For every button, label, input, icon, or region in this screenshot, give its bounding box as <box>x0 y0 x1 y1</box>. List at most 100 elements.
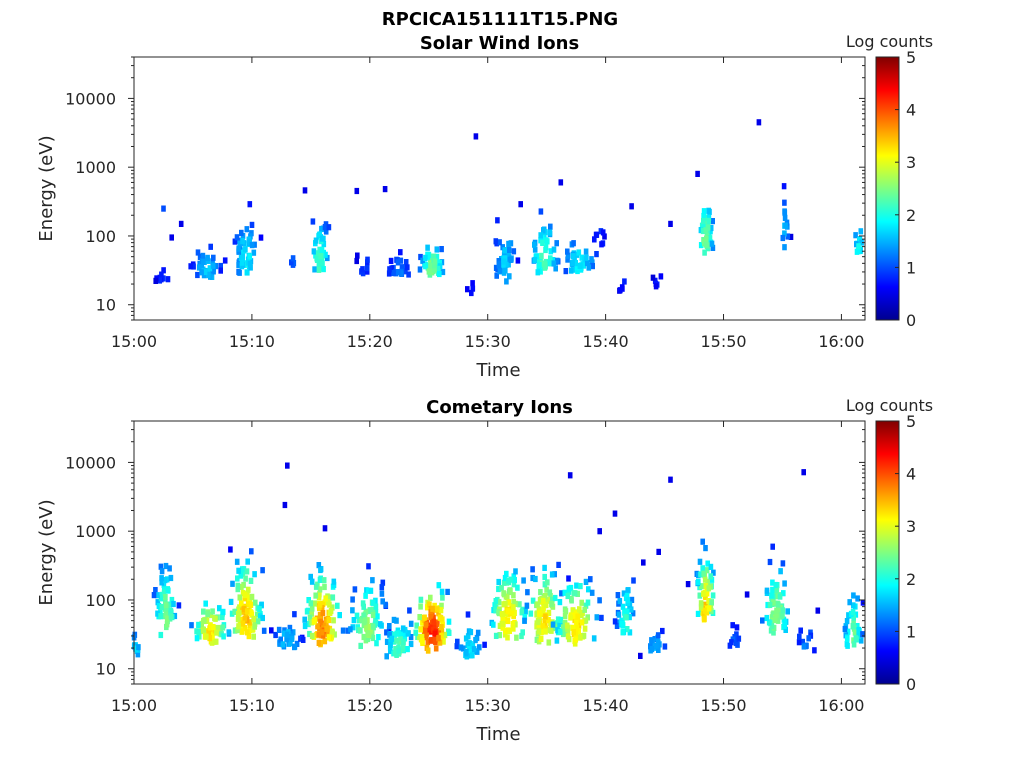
heatmap-cell <box>234 234 240 241</box>
heatmap-cell <box>232 238 238 245</box>
x-tick-label: 16:00 <box>818 332 864 351</box>
heatmap-cell <box>159 579 164 586</box>
heatmap-cell <box>330 628 335 635</box>
heatmap-cell <box>571 629 576 636</box>
heatmap-cell <box>201 608 206 615</box>
heatmap-cell <box>697 592 703 599</box>
heatmap-cell <box>235 582 241 589</box>
heatmap-cell <box>467 640 472 647</box>
heatmap-cell <box>845 628 851 635</box>
heatmap-cell <box>394 617 399 624</box>
heatmap-cell <box>576 249 582 256</box>
heatmap-cell <box>589 589 595 596</box>
heatmap-cell <box>842 625 848 633</box>
heatmap-cell <box>496 262 502 269</box>
heatmap-cell <box>574 582 579 589</box>
heatmap-cell <box>440 268 446 276</box>
heatmap-cell <box>200 252 206 259</box>
heatmap-cell <box>594 251 599 258</box>
heatmap-cell <box>856 248 861 255</box>
heatmap-cell <box>771 629 776 636</box>
heatmap-cell <box>418 253 423 261</box>
heatmap-cell <box>530 597 536 604</box>
heatmap-cell <box>321 577 327 584</box>
heatmap-cell <box>783 626 788 633</box>
heatmap-cell <box>211 266 216 273</box>
heatmap-cell <box>598 228 604 235</box>
heatmap-cell <box>574 619 579 626</box>
heatmap-cell <box>439 628 445 635</box>
heatmap-cell <box>547 589 553 596</box>
heatmap-cell <box>537 614 542 621</box>
heatmap-cell <box>239 600 244 607</box>
heatmap-cell <box>551 246 557 253</box>
heatmap-cell <box>437 639 443 646</box>
heatmap-cell <box>292 611 297 618</box>
heatmap-cell <box>851 623 856 630</box>
heatmap-cell <box>785 608 790 615</box>
heatmap-cell <box>621 590 627 597</box>
heatmap-cell <box>782 580 787 587</box>
heatmap-cell <box>235 575 240 582</box>
heatmap-cell <box>386 270 392 277</box>
heatmap-cell <box>163 562 169 570</box>
heatmap-cell <box>698 242 704 249</box>
heatmap-cell <box>384 653 389 660</box>
heatmap-cell <box>581 632 587 639</box>
heatmap-cell <box>304 608 310 615</box>
heatmap-cell <box>570 624 576 631</box>
heatmap-cell <box>401 638 406 645</box>
heatmap-cell <box>505 617 511 625</box>
heatmap-cell <box>169 596 175 604</box>
heatmap-cell <box>244 226 250 233</box>
heatmap-cell <box>159 575 164 582</box>
heatmap-cell <box>577 606 582 613</box>
heatmap-cell <box>730 622 735 629</box>
heatmap-cell <box>509 608 515 615</box>
heatmap-cell <box>704 235 709 242</box>
heatmap-cell <box>240 233 246 240</box>
heatmap-cell <box>316 631 322 638</box>
x-tick-label: 15:50 <box>700 332 746 351</box>
heatmap-cell <box>649 646 655 653</box>
heatmap-cell <box>439 588 445 595</box>
heatmap-cell <box>511 581 517 588</box>
heatmap-cell <box>506 246 512 253</box>
heatmap-cell <box>436 610 441 617</box>
heatmap-cell <box>557 599 563 606</box>
heatmap-cell <box>473 637 478 644</box>
heatmap-cell <box>768 627 774 634</box>
heatmap-cell <box>167 565 172 572</box>
heatmap-cell <box>573 636 579 643</box>
heatmap-cell <box>306 621 311 628</box>
heatmap-cell <box>782 623 787 630</box>
heatmap-cell <box>580 609 585 617</box>
heatmap-cell <box>470 280 475 287</box>
heatmap-cell <box>430 605 435 612</box>
heatmap-cell <box>433 645 439 652</box>
heatmap-cell <box>135 651 141 658</box>
heatmap-cell <box>258 234 264 241</box>
heatmap-cell <box>638 652 643 659</box>
heatmap-cell <box>844 635 850 642</box>
heatmap-cell <box>552 594 558 602</box>
heatmap-cell <box>431 253 437 260</box>
heatmap-cell <box>549 600 554 608</box>
heatmap-cell <box>736 635 742 642</box>
heatmap-cell <box>383 601 388 608</box>
heatmap-cell <box>853 232 858 239</box>
heatmap-cell <box>422 614 427 621</box>
heatmap-cell <box>510 621 516 628</box>
heatmap-cell <box>197 253 203 260</box>
heatmap-cell <box>770 611 776 618</box>
heatmap-cell <box>245 590 250 597</box>
heatmap-cell <box>815 607 821 614</box>
heatmap-cell <box>860 631 865 638</box>
heatmap-cell <box>168 613 174 620</box>
heatmap-cell <box>316 594 322 601</box>
heatmap-cell <box>482 641 487 648</box>
heatmap-cell <box>555 627 560 634</box>
heatmap-cell <box>317 591 322 598</box>
heatmap-cell <box>571 612 577 619</box>
heatmap-cell <box>501 579 507 586</box>
